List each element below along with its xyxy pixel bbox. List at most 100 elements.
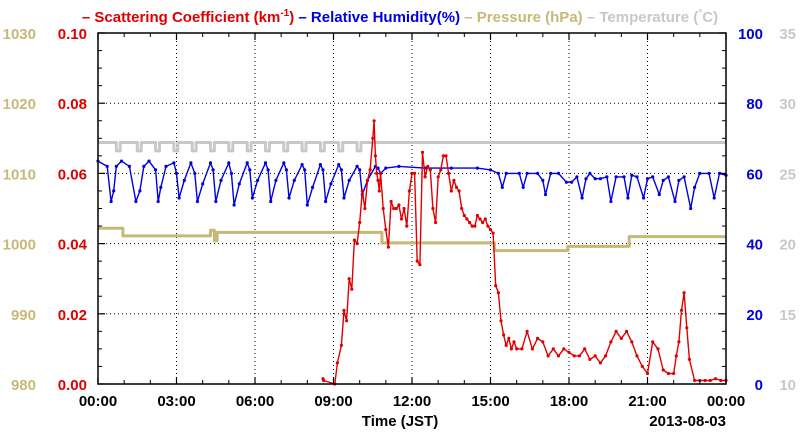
data-point-humidity [666, 175, 671, 179]
data-point-humidity [355, 164, 359, 168]
data-point-scattering [598, 361, 603, 365]
data-point-humidity [172, 161, 176, 165]
data-point-scattering [452, 178, 456, 182]
data-point-scattering [371, 136, 375, 140]
data-point-scattering [384, 228, 388, 232]
data-point-humidity [449, 166, 453, 170]
legend-item-humidity: – Relative Humidity(%) [294, 9, 460, 26]
data-point-scattering [635, 354, 639, 358]
x-tick-label: 12:00 [393, 393, 431, 410]
data-point-humidity [580, 196, 584, 200]
y-tick-label-humidity: 80 [746, 96, 763, 113]
y-tick-label-temperature: 15 [779, 307, 796, 324]
y-tick-label-humidity: 20 [746, 307, 763, 324]
data-point-humidity [174, 171, 179, 175]
data-point-scattering [470, 224, 474, 228]
data-point-humidity [541, 178, 545, 182]
data-point-humidity [318, 163, 322, 167]
series-pressure [98, 226, 726, 253]
series-line-temperature [98, 141, 726, 153]
legend-item-pressure: – Pressure (hPa) [460, 9, 583, 26]
data-point-scattering [397, 203, 401, 207]
data-point-humidity [593, 177, 597, 181]
date-label: 2013-08-03 [649, 413, 726, 430]
y-tick-label-scattering: 0.00 [58, 377, 87, 394]
data-point-humidity [134, 199, 138, 204]
series-line-humidity [97, 160, 727, 210]
data-point-scattering [373, 154, 377, 158]
y-axis-temperature-labels: 10 15 20 25 30 35 [779, 26, 796, 394]
data-point-scattering [483, 217, 487, 221]
data-point-scattering [703, 378, 707, 383]
y-axis-humidity-labels: 0 20 40 60 80 100 [738, 26, 763, 394]
data-point-scattering [593, 354, 597, 358]
data-point-humidity [584, 177, 588, 181]
data-point-humidity [232, 203, 236, 207]
data-point-scattering [418, 263, 422, 267]
y-tick-label-pressure: 1030 [3, 26, 36, 43]
data-point-scattering [687, 357, 692, 361]
data-point-humidity [274, 178, 278, 182]
data-point-scattering [672, 371, 676, 376]
data-point-humidity [525, 171, 529, 175]
data-point-humidity [201, 182, 205, 186]
data-point-scattering [322, 378, 326, 383]
data-point-scattering [625, 329, 629, 333]
y-axis-scattering-labels: 0.00 0.02 0.04 0.06 0.08 0.10 [58, 26, 88, 394]
data-point-scattering [630, 340, 634, 344]
data-point-humidity [211, 168, 215, 172]
data-point-scattering [389, 199, 393, 204]
data-point-scattering [377, 189, 381, 193]
legend-superscript: ° [698, 8, 702, 19]
data-point-humidity [284, 168, 288, 172]
data-point-humidity [229, 171, 233, 175]
data-point-scattering [583, 347, 587, 351]
legend-item-scattering: – Scattering Coefficient (km [82, 9, 280, 26]
data-point-humidity [707, 171, 711, 175]
data-point-scattering [546, 354, 550, 358]
data-point-scattering [685, 326, 689, 330]
data-point-scattering [502, 333, 506, 337]
series-layer [96, 119, 728, 386]
data-point-scattering [399, 217, 404, 221]
data-point-humidity [575, 175, 579, 179]
data-point-scattering [556, 354, 561, 358]
series-scattering [321, 119, 728, 386]
data-point-scattering [604, 354, 608, 358]
data-point-humidity [642, 196, 646, 200]
data-point-humidity [543, 192, 548, 197]
data-point-humidity [237, 182, 241, 186]
data-point-scattering [651, 340, 655, 344]
data-point-scattering [488, 228, 493, 232]
data-point-scattering [499, 319, 503, 323]
y-tick-label-pressure: 980 [11, 377, 36, 394]
data-point-humidity [164, 164, 168, 168]
data-point-humidity [292, 178, 296, 182]
data-point-humidity [105, 164, 109, 168]
data-point-scattering [473, 224, 477, 228]
data-point-scattering [719, 378, 723, 383]
data-point-humidity [342, 196, 346, 200]
tick-marks [97, 32, 727, 385]
data-point-humidity [219, 178, 223, 182]
data-point-scattering [677, 340, 681, 344]
data-point-humidity [303, 168, 307, 172]
data-point-scattering [645, 371, 650, 376]
x-tick-label: 21:00 [628, 393, 666, 410]
legend-item-temperature: – Temperature ( [583, 9, 699, 26]
data-point-humidity [127, 164, 131, 168]
data-point-scattering [413, 171, 417, 175]
data-point-humidity [311, 185, 315, 189]
y-tick-label-scattering: 0.06 [58, 166, 87, 183]
data-point-scattering [352, 238, 356, 242]
x-tick-label: 00:00 [707, 393, 745, 410]
data-point-scattering [640, 364, 644, 368]
data-point-scattering [415, 259, 419, 263]
data-point-scattering [339, 343, 343, 347]
data-point-scattering [426, 164, 430, 168]
x-tick-label: 18:00 [550, 393, 588, 410]
data-point-humidity [488, 168, 493, 172]
data-point-scattering [674, 354, 678, 358]
data-point-scattering [447, 171, 451, 175]
data-point-humidity [147, 159, 151, 163]
